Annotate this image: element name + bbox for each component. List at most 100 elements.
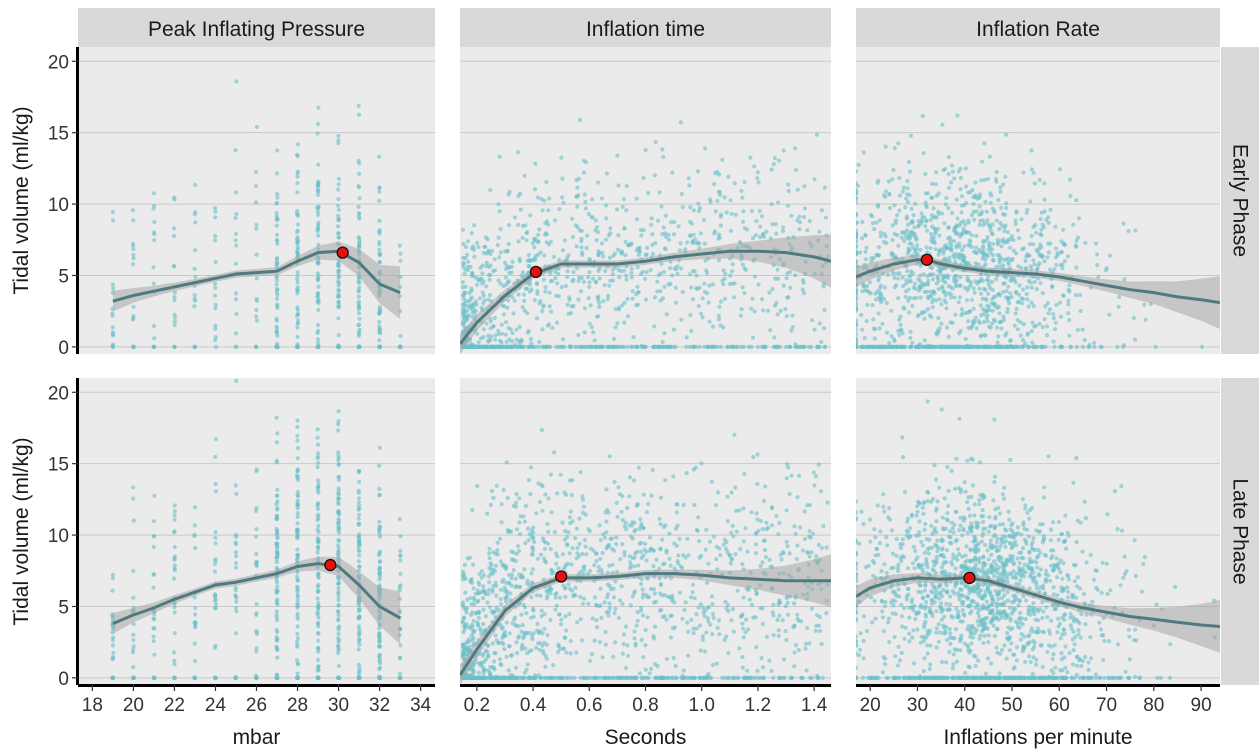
data-point [602,535,608,541]
data-point [555,281,560,286]
data-point [275,487,280,492]
data-point [516,239,521,244]
data-point [274,635,279,640]
data-point [764,229,769,234]
data-point [520,235,525,240]
data-point [860,219,865,225]
data-point [172,557,177,563]
data-point [938,271,943,276]
data-point [172,323,177,328]
data-point [234,79,239,84]
data-point [814,132,820,137]
data-point [918,295,923,300]
data-point [336,409,341,414]
data-point [336,617,341,622]
data-point [781,225,786,230]
data-point [750,296,755,301]
data-point [151,585,156,590]
data-point [233,560,239,566]
data-point [465,597,470,602]
data-point [884,300,890,306]
data-point [254,318,260,323]
data-point [356,647,361,652]
data-point [1058,344,1063,349]
data-point [629,344,634,349]
data-point [715,344,720,349]
data-point [193,182,198,187]
data-point [1052,327,1058,332]
data-point [622,226,627,231]
data-point [171,264,176,269]
data-point [1078,308,1083,314]
data-point [563,614,568,619]
y-tick-label: 20 [48,383,69,404]
data-point [336,187,341,192]
data-point [777,520,782,526]
data-point [151,626,156,631]
data-point [883,234,888,239]
data-point [295,418,300,423]
data-point [944,306,949,311]
data-point [1074,344,1080,349]
data-point [484,321,489,326]
data-point [546,496,551,501]
data-point [336,538,342,544]
data-point [704,527,709,532]
data-point [924,218,929,223]
data-point [151,634,156,639]
data-point [526,478,532,483]
data-point [356,662,361,667]
data-point [725,344,730,349]
data-point [740,195,745,200]
data-point [577,516,582,521]
data-point [958,256,963,261]
data-point [336,133,341,139]
data-point [192,212,197,217]
data-point [559,617,564,622]
data-point [905,178,910,184]
data-point [905,200,911,205]
data-point [980,307,985,312]
data-point [996,292,1001,297]
data-point [776,532,781,537]
data-point [721,282,726,287]
data-point [856,308,859,313]
data-point [966,218,971,223]
data-point [629,275,634,280]
data-point [603,268,608,273]
data-point [974,344,979,349]
data-point [336,450,341,455]
data-point [1121,221,1126,226]
data-point [377,326,383,332]
data-point [1002,225,1007,230]
data-point [503,332,508,337]
data-point [672,344,677,349]
data-point [615,153,620,158]
data-point [756,282,761,287]
data-point [295,213,301,218]
data-point [546,208,551,213]
data-point [1014,251,1019,256]
data-point [995,237,1000,242]
data-point [498,661,503,667]
data-point [1068,344,1074,349]
data-point [676,553,681,558]
data-point [213,489,218,494]
data-point [1032,324,1037,329]
data-point [748,155,753,160]
data-point [856,243,859,248]
data-point [461,255,466,260]
data-point [110,313,115,318]
data-point [987,308,992,313]
data-point [560,195,565,200]
data-point [629,270,634,276]
data-point [789,213,794,218]
data-point [1092,340,1097,345]
data-point [377,631,382,636]
data-point [543,653,548,658]
data-point [295,208,300,214]
data-point [521,602,526,607]
data-point [978,313,984,318]
data-point [274,210,279,216]
data-point [889,251,894,256]
